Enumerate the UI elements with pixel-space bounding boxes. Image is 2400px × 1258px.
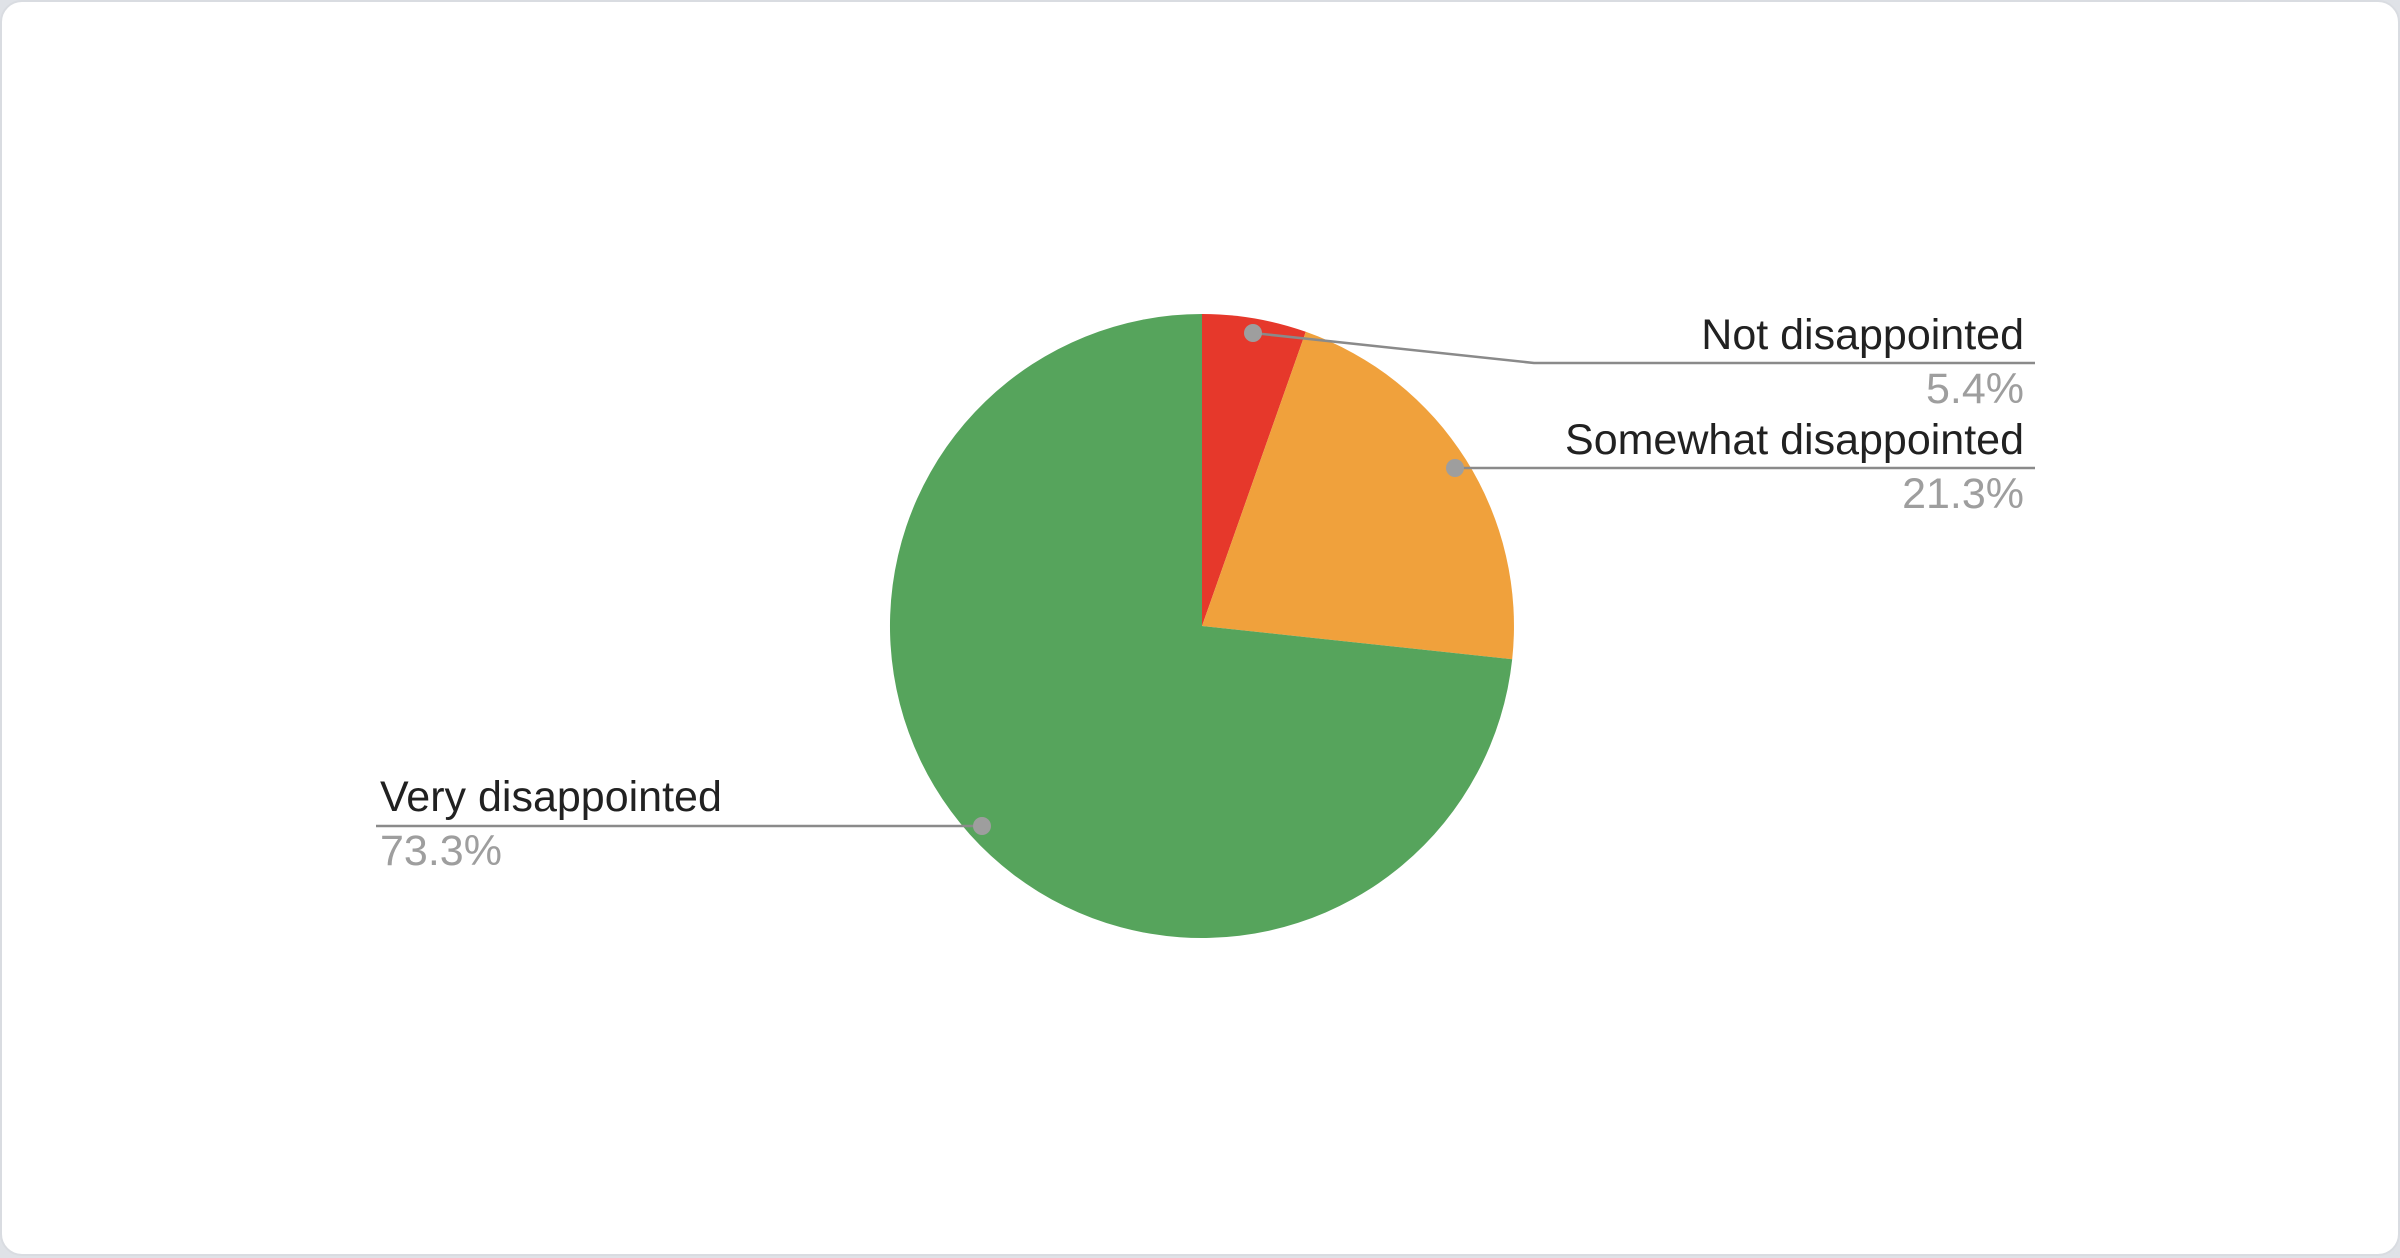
slice-label-very-disappointed: Very disappointed	[380, 774, 722, 820]
pie-slices	[890, 314, 1514, 938]
callout-very-disappointed: Very disappointed 73.3%	[380, 774, 722, 874]
leader-dot-somewhat-disappointed	[1446, 459, 1464, 477]
slice-percent-not-disappointed: 5.4%	[1701, 366, 2024, 412]
callout-somewhat-disappointed: Somewhat disappointed 21.3%	[1565, 417, 2024, 517]
slice-percent-very-disappointed: 73.3%	[380, 828, 722, 874]
slice-label-not-disappointed: Not disappointed	[1701, 312, 2024, 358]
slice-label-somewhat-disappointed: Somewhat disappointed	[1565, 417, 2024, 463]
leader-dot-very-disappointed	[973, 817, 991, 835]
callout-not-disappointed: Not disappointed 5.4%	[1701, 312, 2024, 412]
leader-dot-not-disappointed	[1244, 324, 1262, 342]
slice-percent-somewhat-disappointed: 21.3%	[1565, 471, 2024, 517]
